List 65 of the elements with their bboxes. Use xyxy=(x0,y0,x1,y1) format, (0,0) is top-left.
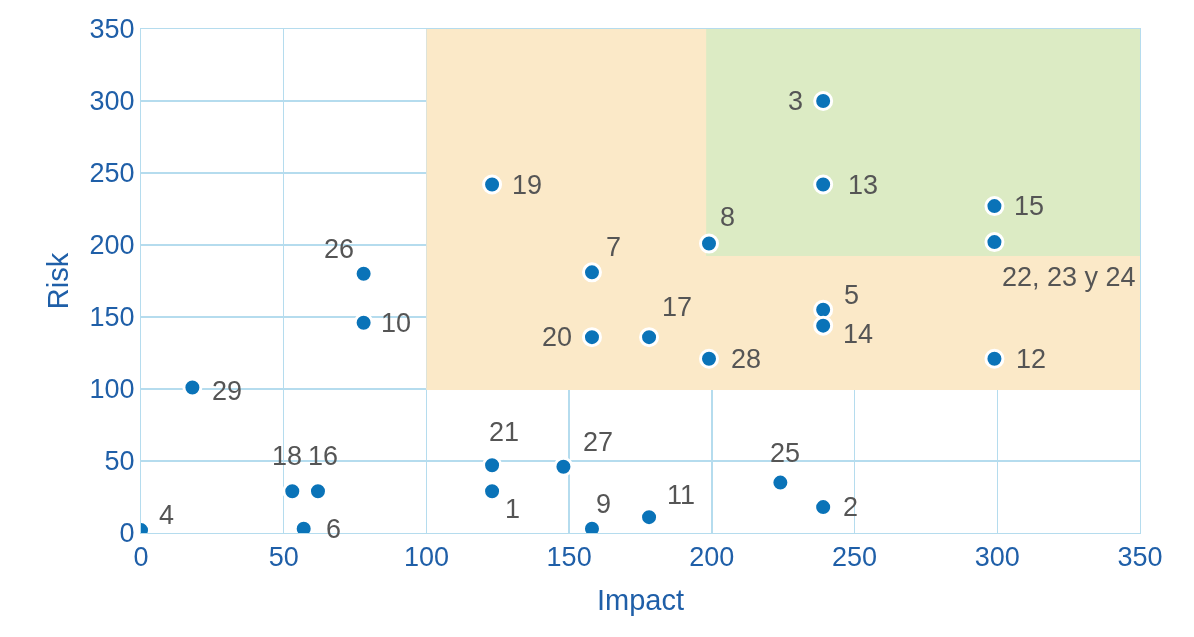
point xyxy=(282,481,303,502)
annotation: 27 xyxy=(583,427,614,457)
y-tick-label: 300 xyxy=(89,86,135,117)
annotation: 7 xyxy=(606,232,622,262)
x-tick-label: 100 xyxy=(403,542,449,573)
annotation: 5 xyxy=(844,280,860,310)
y-axis-title: Risk xyxy=(41,252,74,310)
x-tick-label: 250 xyxy=(832,542,878,573)
x-tick-label: 50 xyxy=(268,542,299,573)
point xyxy=(581,262,602,283)
x-axis-title: Impact xyxy=(596,584,685,617)
annotation: 16 xyxy=(308,441,339,471)
annotation: 21 xyxy=(489,417,520,447)
point xyxy=(482,455,503,476)
annotation: 8 xyxy=(720,202,736,232)
point xyxy=(639,327,660,348)
y-tick-label: 350 xyxy=(89,14,135,45)
point xyxy=(581,327,602,348)
point xyxy=(482,481,503,502)
annotation: 6 xyxy=(326,514,342,544)
y-tick-label: 200 xyxy=(89,230,135,261)
annotation: 20 xyxy=(542,322,573,352)
annotation: 28 xyxy=(731,344,762,374)
annotation: 4 xyxy=(159,500,175,530)
y-tick-label: 100 xyxy=(89,374,135,405)
point xyxy=(553,456,574,477)
annotation: 2 xyxy=(843,492,859,522)
annotation: 22, 23 y 24 xyxy=(1002,262,1136,292)
x-tick-label: 300 xyxy=(974,542,1020,573)
point xyxy=(699,233,719,254)
y-tick-label: 0 xyxy=(119,518,135,549)
x-tick-label: 200 xyxy=(689,542,735,573)
annotation: 25 xyxy=(770,438,801,468)
y-tick-label: 50 xyxy=(104,446,135,477)
point xyxy=(813,315,834,336)
point xyxy=(770,472,791,493)
annotation: 14 xyxy=(843,319,874,349)
point xyxy=(182,377,203,398)
point xyxy=(984,348,1005,369)
point xyxy=(699,348,719,369)
point xyxy=(482,174,503,195)
annotation: 1 xyxy=(505,494,521,524)
annotation: 3 xyxy=(788,86,804,116)
annotation: 11 xyxy=(667,480,696,510)
annotation: 18 xyxy=(272,441,303,471)
point xyxy=(813,91,834,111)
point xyxy=(984,232,1005,253)
point xyxy=(353,312,374,333)
point xyxy=(353,263,374,284)
x-tick-label: 350 xyxy=(1117,542,1163,573)
y-tick-label: 250 xyxy=(89,158,135,189)
annotation: 10 xyxy=(381,308,412,338)
annotation: 12 xyxy=(1016,344,1047,374)
point xyxy=(984,196,1005,217)
point xyxy=(813,299,834,320)
annotation: 15 xyxy=(1014,191,1045,221)
annotation: 13 xyxy=(848,170,879,200)
annotation: 17 xyxy=(662,292,693,322)
y-tick-label: 150 xyxy=(89,302,135,333)
annotation: 26 xyxy=(324,234,355,264)
annotation: 29 xyxy=(212,376,243,406)
point xyxy=(813,174,834,195)
annotation: 9 xyxy=(596,489,612,519)
annotation: 19 xyxy=(512,170,543,200)
x-tick-label: 150 xyxy=(546,542,592,573)
